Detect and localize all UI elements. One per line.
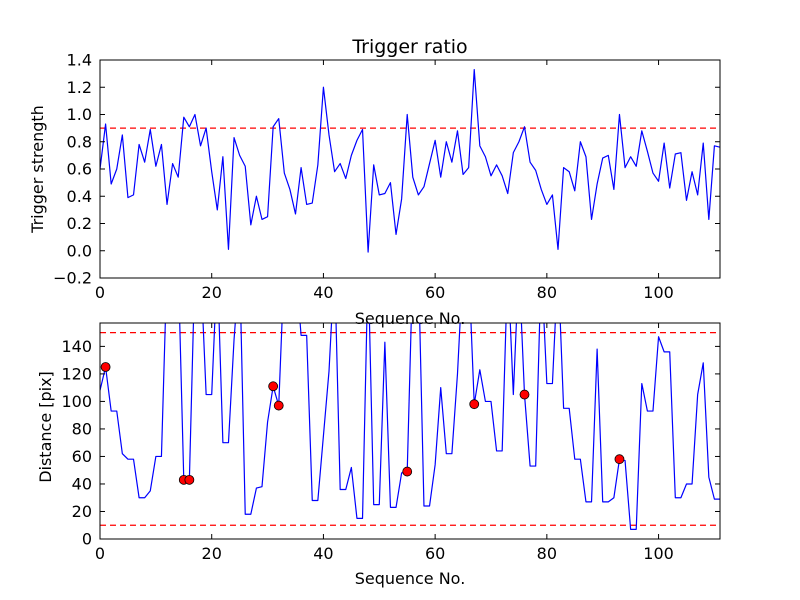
top-x-tick-label: 20 — [202, 283, 222, 302]
bottom-x-axis-label: Sequence No. — [355, 569, 466, 588]
distance-plot: Sequence No. Distance [pix] 0 20 40 60 80 100… — [36, 322, 721, 588]
bottom-y-tick-label: 0 — [82, 530, 92, 549]
top-x-tick-label: 80 — [537, 283, 557, 302]
bottom-y-tick-label: 60 — [72, 447, 92, 466]
bottom-x-tick-label: 40 — [313, 544, 333, 563]
trigger-strength-plot: Trigger ratio Sequence No. Trigger stren… — [28, 36, 721, 328]
bottom-y-tick-label: 140 — [61, 337, 92, 356]
top-y-tick-label: 1.0 — [67, 105, 92, 124]
top-y-tick-label: 0.2 — [67, 214, 92, 233]
top-x-tick-label: 0 — [95, 283, 105, 302]
top-x-tick-label: 100 — [643, 283, 674, 302]
top-x-axis-label: Sequence No. — [355, 309, 466, 328]
bottom-data-marker — [268, 381, 279, 392]
bottom-x-tick-label: 60 — [425, 544, 445, 563]
bottom-x-tick-label: 20 — [202, 544, 222, 563]
top-y-axis-label: Trigger strength — [28, 105, 47, 234]
bottom-series-line — [100, 323, 720, 530]
bottom-data-marker — [469, 399, 480, 410]
bottom-x-tick-label: 0 — [95, 544, 105, 563]
bottom-data-marker — [184, 474, 195, 485]
top-y-tick-label: 0.0 — [67, 241, 92, 260]
bottom-y-axis-label: Distance [pix] — [36, 371, 55, 483]
top-y-tick-label: 0.6 — [67, 160, 92, 179]
bottom-y-tick-label: 80 — [72, 419, 92, 438]
top-data-area — [100, 68, 720, 253]
top-y-tick-label: 0.4 — [67, 187, 92, 206]
bottom-y-tick-label: 120 — [61, 364, 92, 383]
top-x-tick-label: 60 — [425, 283, 445, 302]
bottom-y-tick-label: 100 — [61, 392, 92, 411]
bottom-x-tick-label: 100 — [643, 544, 674, 563]
top-x-tick-label: 40 — [313, 283, 333, 302]
top-y-tick-label: 1.2 — [67, 78, 92, 97]
bottom-axes-frame — [99, 322, 721, 540]
bottom-y-tick-label: 20 — [72, 502, 92, 521]
bottom-data-marker — [402, 466, 413, 477]
bottom-data-marker — [614, 454, 625, 465]
top-series-line — [100, 68, 720, 253]
bottom-data-marker — [519, 389, 530, 400]
bottom-x-tick-label: 80 — [537, 544, 557, 563]
top-y-tick-label: 0.8 — [67, 132, 92, 151]
top-y-tick-label: −0.2 — [53, 269, 92, 288]
top-y-tick-label: 1.4 — [67, 51, 92, 70]
chart-title: Trigger ratio — [351, 36, 467, 58]
bottom-y-tick-label: 40 — [72, 474, 92, 493]
bottom-data-area — [100, 323, 720, 530]
bottom-data-marker — [273, 400, 284, 411]
bottom-data-marker — [100, 362, 111, 372]
